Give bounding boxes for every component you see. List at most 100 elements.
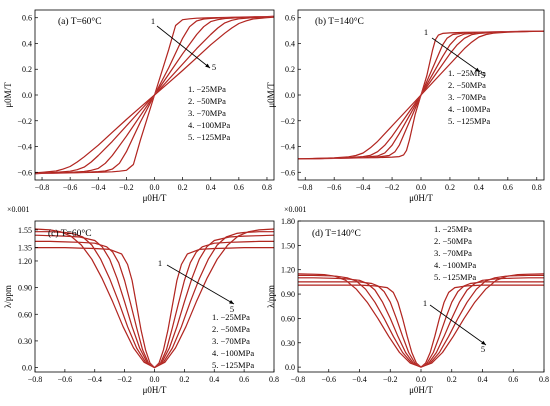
stress-legend-item: 1. −25MPa xyxy=(188,84,226,94)
stress-legend-item: 2. −50MPa xyxy=(212,324,250,334)
arrow-end-label: 5 xyxy=(481,344,485,354)
y-tick-label: 0.4 xyxy=(285,39,295,48)
x-tick-label: 0.8 xyxy=(269,375,279,384)
arrow-end-label: 5 xyxy=(481,70,485,80)
y-tick-label: −0.2 xyxy=(280,117,295,126)
y-tick-label: −0.4 xyxy=(17,143,32,152)
y-tick-label: 0.2 xyxy=(22,65,32,74)
x-tick-label: −0.2 xyxy=(119,183,134,192)
y-tick-label: 1.55 xyxy=(18,226,32,235)
x-tick-label: −0.2 xyxy=(385,183,400,192)
stress-arrow-head xyxy=(475,67,480,72)
panel-b: −0.8 −0.6 −0.4 −0.2 0.0 0.2 0.4 0.6 0.8−0.6−0.4−… xyxy=(266,9,545,203)
x-axis-label: μ0H/T xyxy=(143,385,167,395)
y-tick-label: 0.0 xyxy=(285,91,295,100)
x-tick-label: 0.4 xyxy=(474,183,484,192)
stress-legend-item: 4. −100MPa xyxy=(434,260,476,270)
x-axis-label: μ0H/T xyxy=(143,193,167,203)
stress-legend-item: 2. −50MPa xyxy=(188,96,226,106)
y-axis-label: λ/ppm xyxy=(3,285,13,308)
arrow-end-label: 5 xyxy=(212,62,216,72)
arrow-start-label: 1 xyxy=(158,258,162,268)
stress-legend-item: 2. −50MPa xyxy=(434,236,472,246)
x-tick-label: 0.0 xyxy=(416,183,426,192)
stress-legend-item: 5. −125MPa xyxy=(434,272,476,282)
series-line-5 xyxy=(298,30,544,160)
y-tick-label: 0.30 xyxy=(281,339,295,348)
stress-legend-item: 5. −125MPa xyxy=(188,132,230,142)
stress-legend-item: 2. −50MPa xyxy=(448,80,486,90)
axis-multiplier: ×0.001 xyxy=(284,205,307,214)
y-tick-label: 1.50 xyxy=(281,241,295,250)
series-group xyxy=(298,30,544,160)
y-tick-label: 1.35 xyxy=(18,244,32,253)
y-tick-label: 0.6 xyxy=(22,14,32,23)
y-tick-label: 0.0 xyxy=(22,364,32,373)
stress-arrow-line xyxy=(429,304,487,346)
panel-c: −0.8 −0.6 −0.4 −0.2 0.0 0.2 0.4 0.6 0.8 0.0 0.30 0.… xyxy=(3,205,279,395)
x-tick-label: −0.4 xyxy=(352,375,367,384)
y-tick-label: 0.0 xyxy=(22,91,32,100)
panel-title: (c) T=60°C xyxy=(48,228,92,239)
series-glow-1 xyxy=(298,284,544,368)
x-tick-label: 0.2 xyxy=(178,183,188,192)
x-tick-label: −0.8 xyxy=(291,375,306,384)
series-glow-3 xyxy=(298,277,544,368)
stress-legend-item: 4. −100MPa xyxy=(448,104,490,114)
y-tick-label: 0.4 xyxy=(22,39,32,48)
stress-arrow-line xyxy=(431,37,481,73)
series-line-4 xyxy=(298,274,544,368)
axis-multiplier: ×0.001 xyxy=(7,205,30,214)
panel-d: −0.8 −0.6 −0.4 −0.2 0.0 0.2 0.4 0.6 0.8 0.0 0.30 0.… xyxy=(266,205,549,395)
x-tick-label: −0.4 xyxy=(91,183,106,192)
series-line-5 xyxy=(35,228,274,369)
stress-arrow-head xyxy=(205,63,210,68)
stress-legend-item: 3. −70MPa xyxy=(448,92,486,102)
panel-title: (b) T=140°C xyxy=(315,16,364,27)
stress-legend-item: 3. −70MPa xyxy=(434,248,472,258)
x-tick-label: −0.8 xyxy=(35,183,50,192)
x-tick-label: −0.6 xyxy=(321,375,336,384)
plot-frame xyxy=(297,220,545,373)
x-axis-label: μ0H/T xyxy=(409,385,433,395)
x-tick-label: 0.6 xyxy=(239,375,249,384)
stress-arrow-head xyxy=(481,340,486,345)
arrow-start-label: 1 xyxy=(151,16,155,26)
y-tick-label: 0.90 xyxy=(281,290,295,299)
x-tick-label: −0.4 xyxy=(356,183,371,192)
stress-legend-item: 1. −25MPa xyxy=(434,224,472,234)
y-tick-label: 0.0 xyxy=(285,363,295,372)
x-tick-label: 0.6 xyxy=(234,183,244,192)
x-tick-label: 0.4 xyxy=(478,375,488,384)
y-axis-label: λ/ppm xyxy=(266,285,276,308)
series-glow-2 xyxy=(298,281,544,368)
x-tick-label: 0.4 xyxy=(206,183,216,192)
x-tick-label: −0.8 xyxy=(28,375,43,384)
y-tick-label: −0.4 xyxy=(280,143,295,152)
x-tick-label: 0.0 xyxy=(150,375,160,384)
series-line-5 xyxy=(298,273,544,368)
stress-legend-item: 1. −25MPa xyxy=(448,68,486,78)
panel-title: (d) T=140°C xyxy=(312,228,361,239)
y-tick-label: 0.60 xyxy=(281,314,295,323)
x-tick-label: 0.2 xyxy=(179,375,189,384)
series-glow-5 xyxy=(298,273,544,368)
y-tick-label: 0.2 xyxy=(285,65,295,74)
x-tick-label: −0.6 xyxy=(327,183,342,192)
x-tick-label: 0.2 xyxy=(447,375,457,384)
stress-arrow-head xyxy=(229,300,234,304)
x-tick-label: 0.8 xyxy=(532,183,542,192)
y-tick-label: 0.60 xyxy=(18,310,32,319)
y-axis-label: μ0M/T xyxy=(3,82,13,108)
x-tick-label: −0.4 xyxy=(87,375,102,384)
x-tick-label: 0.6 xyxy=(508,375,518,384)
x-tick-label: −0.2 xyxy=(383,375,398,384)
x-tick-label: 0.0 xyxy=(150,183,160,192)
y-tick-label: −0.6 xyxy=(280,168,295,177)
x-tick-label: 0.0 xyxy=(416,375,426,384)
y-tick-label: −0.2 xyxy=(17,117,32,126)
x-tick-label: −0.6 xyxy=(63,183,78,192)
x-tick-label: −0.6 xyxy=(58,375,73,384)
y-tick-label: 1.20 xyxy=(18,257,32,266)
